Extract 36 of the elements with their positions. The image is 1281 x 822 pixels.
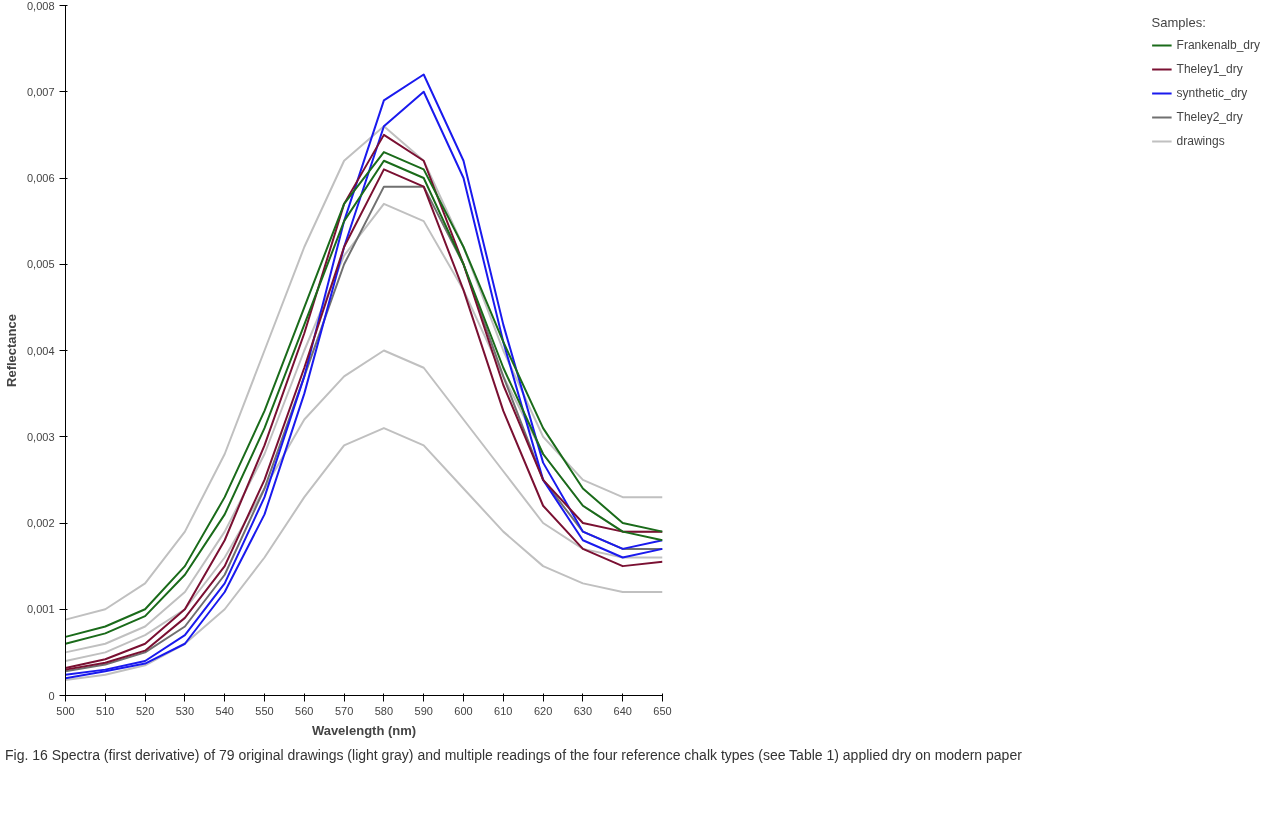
x-tick-label: 600 xyxy=(454,704,473,717)
y-tick-label: 0,008 xyxy=(26,0,55,12)
x-tick-label: 540 xyxy=(215,704,234,717)
y-tick-label: 0 xyxy=(48,689,55,702)
y-tick-label: 0,005 xyxy=(26,258,55,271)
legend-title: Samples: xyxy=(1151,15,1207,30)
x-tick-label: 630 xyxy=(573,704,593,717)
x-tick-label: 580 xyxy=(374,704,394,717)
x-tick-label: 510 xyxy=(96,704,115,717)
y-tick-label: 0,006 xyxy=(26,172,55,184)
x-tick-label: 500 xyxy=(56,704,75,717)
x-tick-label: 590 xyxy=(414,704,433,717)
y-tick-label: 0,001 xyxy=(26,603,55,616)
x-tick-label: 550 xyxy=(255,704,274,717)
legend-label: synthetic_dry xyxy=(1176,86,1248,100)
x-tick-label: 620 xyxy=(533,704,553,717)
x-tick-label: 560 xyxy=(295,704,314,717)
y-tick-label: 0,003 xyxy=(26,430,55,443)
x-tick-label: 610 xyxy=(494,704,513,717)
x-tick-label: 520 xyxy=(135,704,155,717)
y-tick-label: 0,002 xyxy=(26,517,55,529)
x-tick-label: 570 xyxy=(334,704,354,717)
caption: Fig. 16 Spectra (first derivative) of 79 original drawings (light gray) and multiple readings of the four reference chalk types (see Table 1) applied dry on modern paper xyxy=(5,746,1023,765)
line-series xyxy=(65,349,663,662)
legend-label: Frankenalb_dry xyxy=(1176,38,1260,52)
legend-label: Theley1_dry xyxy=(1176,62,1243,76)
x-tick-label: 640 xyxy=(613,704,632,717)
y-tick-label: 0,007 xyxy=(26,85,55,98)
x-tick-label: 530 xyxy=(175,704,195,717)
y-axis-title: Reflectance xyxy=(3,314,19,387)
x-tick-label: 650 xyxy=(653,704,672,717)
legend-label: drawings xyxy=(1176,134,1225,148)
line-series xyxy=(65,427,663,681)
y-tick-label: 0,004 xyxy=(26,344,55,357)
x-axis-title: Wavelength (nm) xyxy=(311,722,417,738)
legend-label: Theley2_dry xyxy=(1176,110,1243,124)
